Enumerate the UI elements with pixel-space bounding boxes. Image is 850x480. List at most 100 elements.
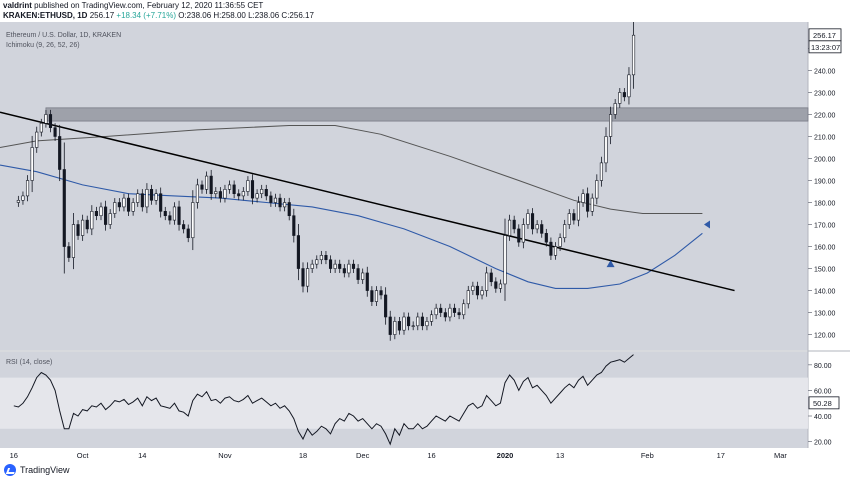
signal-marker: [606, 260, 615, 268]
candle-down: [163, 211, 167, 217]
signal-marker: [704, 220, 710, 229]
candle-up: [558, 237, 562, 247]
candle-down: [328, 259, 333, 269]
candle-up: [306, 268, 310, 287]
candle-up: [535, 224, 539, 230]
candle-up: [273, 197, 278, 203]
candle-down: [209, 175, 213, 195]
time-tick-label: Dec: [356, 451, 370, 460]
rsi-layer: [0, 354, 808, 446]
candle-up: [136, 193, 140, 203]
candle-down: [53, 127, 57, 137]
price-tick-label: 180.00: [814, 201, 836, 208]
price-tick-label: 130.00: [814, 311, 836, 318]
rsi-last-box: [808, 396, 840, 410]
candle-down: [379, 290, 383, 296]
time-tick-label: 17: [717, 451, 725, 460]
candle-down: [232, 184, 236, 195]
candle-down: [67, 246, 71, 258]
candle-up: [154, 193, 158, 201]
candle-up: [16, 200, 20, 203]
candle-up: [480, 290, 484, 296]
candle-down: [126, 197, 131, 212]
price-tick-label: 160.00: [814, 245, 836, 252]
price-pane-bg: [0, 22, 808, 350]
candle-up: [604, 136, 608, 164]
candle-up: [563, 224, 567, 239]
candle-up: [25, 180, 30, 197]
descending-trendline: [0, 111, 735, 292]
candle-down: [62, 169, 66, 247]
candle-down: [512, 219, 516, 230]
candle-up: [526, 213, 530, 225]
ohlc-values: O:238.06 H:258.00 L:238.06 C:256.17: [178, 11, 314, 20]
candle-up: [113, 202, 117, 214]
candle-down: [182, 224, 186, 230]
time-tick-label: 13: [556, 451, 564, 460]
candle-up: [429, 314, 434, 322]
candle-up: [609, 114, 613, 137]
candle-up: [81, 219, 85, 236]
candle-up: [99, 206, 103, 217]
rsi-tick-label: 60.00: [814, 388, 832, 395]
rsi-tick-label: 40.00: [814, 414, 832, 421]
candle-down: [370, 290, 374, 302]
price-tick-label: 190.00: [814, 178, 836, 185]
candle-down: [544, 233, 548, 243]
time-tick-label: Oct: [77, 451, 90, 460]
time-tick-label: 2020: [497, 451, 514, 460]
resistance-zone: [45, 107, 809, 122]
logo-text: TradingView: [20, 465, 70, 475]
axis-layer: 120.00 130.00 140.00 150.00 160.00 170.00 180.…: [10, 28, 842, 460]
price-tick-label: 230.00: [814, 90, 836, 97]
time-tick-label: Nov: [218, 451, 232, 460]
candle-down: [397, 321, 401, 331]
candle-up: [508, 219, 512, 236]
candle-up: [581, 193, 585, 203]
candle-up: [599, 162, 603, 181]
candle-up: [35, 131, 39, 148]
price-tick-label: 150.00: [814, 267, 836, 274]
price-layer: [0, 22, 809, 341]
candle-down: [264, 189, 268, 197]
time-tick-label: Feb: [641, 451, 654, 460]
chart-area[interactable]: 120.00 130.00 140.00 150.00 160.00 170.00 180.…: [0, 22, 850, 463]
candle-down: [457, 312, 461, 316]
author-name[interactable]: valdrint: [3, 1, 32, 10]
rsi-tick-label: 80.00: [814, 363, 832, 370]
candle-down: [356, 268, 360, 280]
candle-down: [85, 219, 89, 230]
candle-up: [71, 224, 76, 258]
candle-down: [76, 224, 80, 236]
candle-down: [200, 184, 204, 190]
candle-down: [540, 224, 544, 234]
candle-down: [489, 272, 493, 283]
candle-up: [425, 321, 429, 327]
candle-down: [338, 263, 342, 269]
candle-up: [503, 235, 507, 285]
candle-down: [104, 206, 108, 225]
candle-down: [439, 307, 443, 313]
candle-up: [246, 180, 250, 192]
time-tick-label: Mar: [774, 451, 787, 460]
candle-up: [108, 213, 112, 225]
rsi-line: [13, 354, 634, 446]
candle-down: [287, 202, 291, 217]
candle-down: [572, 213, 576, 221]
candle-down: [237, 193, 241, 197]
price-tick-label: 240.00: [814, 68, 836, 75]
time-tick-label: 16: [427, 451, 435, 460]
tradingview-logo[interactable]: TradingView: [4, 463, 70, 477]
candle-up: [416, 316, 420, 327]
candle-down: [278, 197, 282, 208]
candle-up: [434, 307, 438, 316]
publish-line: valdrint published on TradingView.com, F…: [3, 1, 263, 11]
candle-down: [186, 228, 190, 239]
time-tick-label: 14: [138, 451, 146, 460]
candle-down: [517, 228, 521, 243]
candle-up: [411, 325, 415, 327]
candle-up: [195, 184, 199, 203]
candle-up: [223, 189, 227, 199]
candle-down: [94, 211, 98, 217]
candle-down: [117, 202, 121, 208]
